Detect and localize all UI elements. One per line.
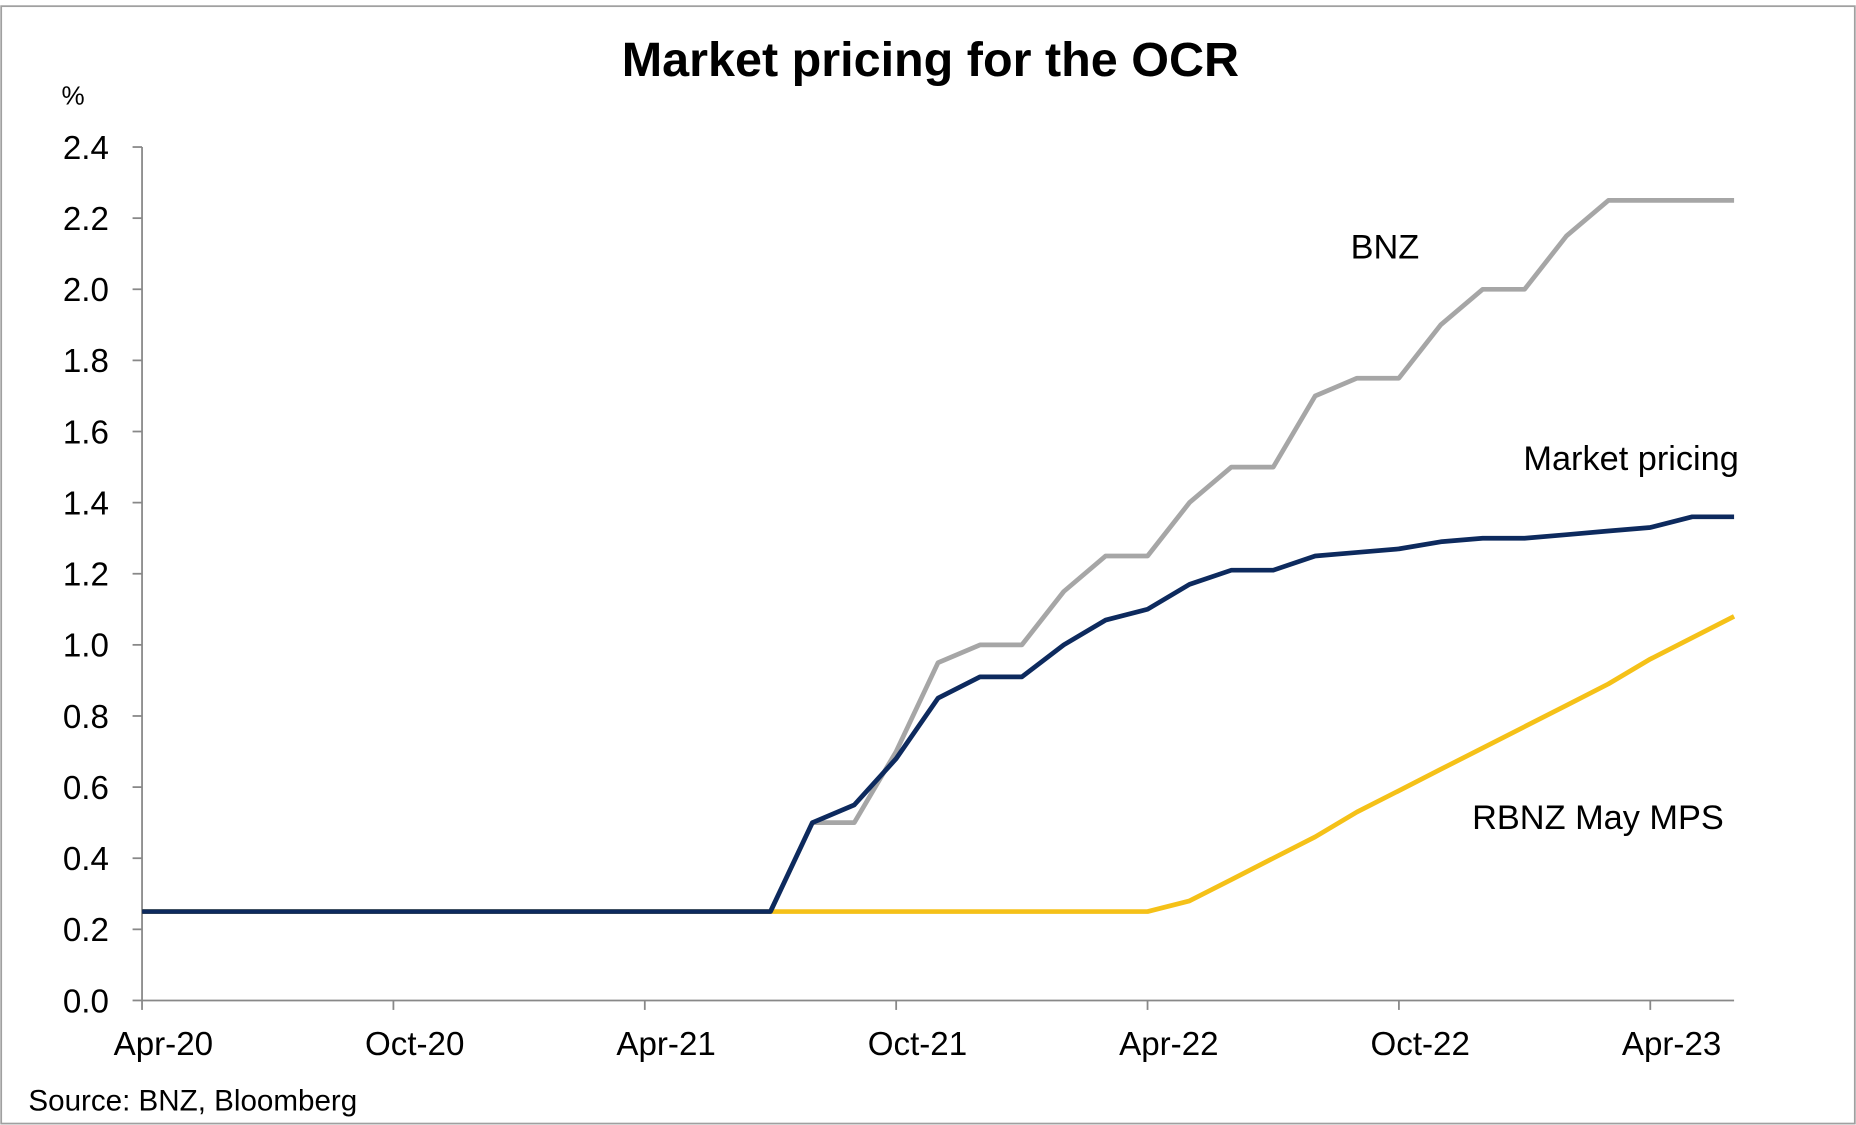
y-tick-label: 1.6 (63, 414, 109, 451)
y-unit: % (62, 80, 85, 110)
x-tick-label: Apr-21 (616, 1026, 715, 1063)
series-label: Market pricing (1523, 440, 1738, 478)
series-label: BNZ (1351, 228, 1420, 266)
y-tick-label: 2.0 (63, 272, 109, 309)
x-tick-label: Oct-21 (868, 1026, 967, 1063)
frame (0, 5, 1856, 1125)
y-tick-label: 2.2 (63, 201, 109, 238)
y-tick-label: 0.4 (63, 841, 109, 878)
y-tick-label: 0.2 (63, 912, 109, 949)
x-tick-label: Oct-20 (365, 1026, 464, 1063)
y-tick-label: 1.0 (63, 628, 109, 665)
series-line (142, 514, 1735, 914)
y-tick-label: 0.0 (63, 983, 109, 1020)
y-tick-label: 1.2 (63, 557, 109, 594)
y-tick-label: 1.4 (63, 485, 109, 522)
y-tick-label: 2.4 (63, 130, 109, 167)
x-tick-label: Apr-22 (1119, 1026, 1218, 1063)
x-tick-label: Apr-20 (114, 1026, 213, 1063)
y-tick-label: 1.8 (63, 343, 109, 380)
y-tick-label: 0.6 (63, 770, 109, 807)
y-tick-label: 0.8 (63, 699, 109, 736)
source: Source: BNZ, Bloomberg (28, 1085, 357, 1118)
series-label: RBNZ May MPS (1472, 799, 1724, 837)
chart-title: Market pricing for the OCR (622, 33, 1239, 87)
x-tick-label: Apr-23 (1622, 1026, 1721, 1063)
x-tick-label: Oct-22 (1371, 1026, 1470, 1063)
